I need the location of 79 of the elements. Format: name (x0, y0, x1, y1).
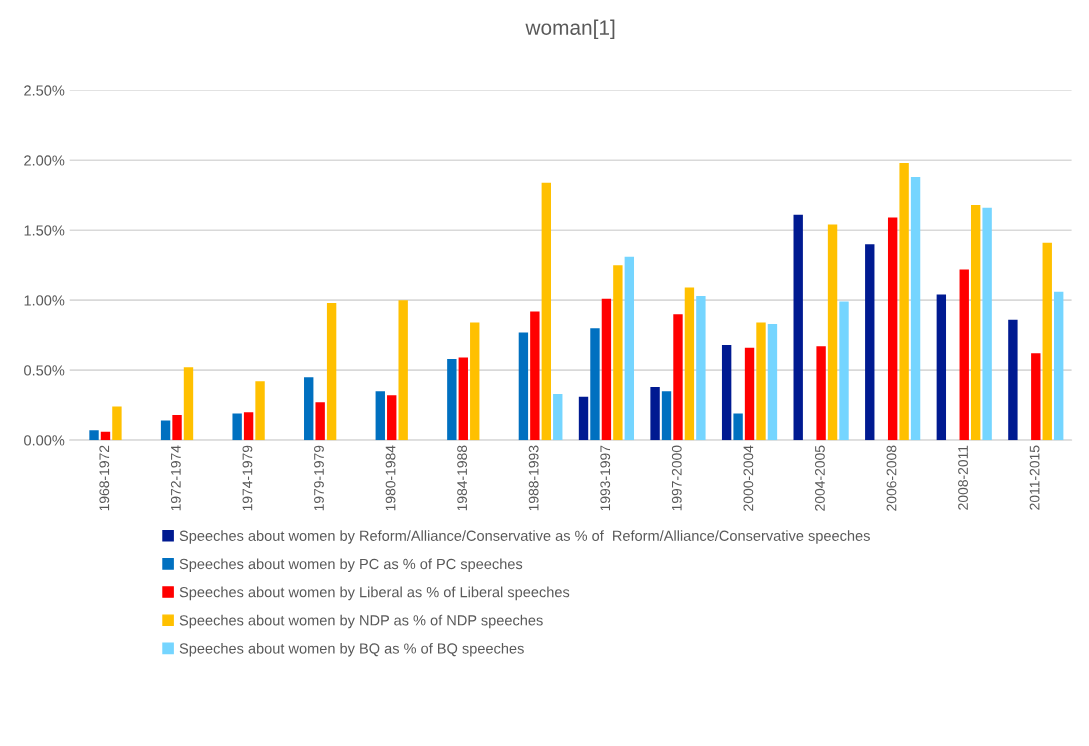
bar (447, 358, 457, 441)
bar (744, 347, 755, 441)
x-tick-label: 1972-1974 (170, 445, 181, 511)
x-tick-label: 1980-1984 (385, 445, 396, 511)
bar (684, 287, 695, 441)
x-tick-label: 2008-2011 (958, 445, 968, 510)
legend-label: Speeches about women by NDP as % of NDP speeches (179, 614, 543, 629)
bar (970, 205, 981, 441)
bar (733, 413, 743, 441)
bar (578, 396, 589, 441)
chart-title: woman[1] (525, 19, 615, 40)
bar (590, 328, 600, 441)
bar (959, 269, 969, 441)
y-tick-label: 2.50% (24, 85, 65, 96)
bar (518, 332, 529, 441)
bar (839, 301, 849, 441)
bar (910, 177, 921, 441)
bar (375, 391, 385, 441)
bar (315, 402, 325, 441)
x-tick-label: 2000-2004 (743, 445, 754, 511)
x-tick-label: 1968-1972 (99, 445, 110, 511)
legend-label: Speeches about women by Liberal as % of Liberal speeches (179, 586, 570, 601)
bar (398, 300, 408, 441)
bar (982, 207, 992, 441)
bar (232, 413, 242, 441)
x-tick-label: 2011-2015 (1029, 445, 1040, 510)
bar (326, 302, 337, 441)
bar (865, 244, 875, 441)
x-tick-label: 1979-1979 (314, 445, 324, 511)
y-tick-label: 1.50% (24, 225, 65, 236)
y-tick-label: 0.50% (24, 365, 65, 376)
bar (721, 344, 732, 441)
bar (304, 377, 314, 441)
y-tick-label: 1.00% (24, 295, 65, 306)
bar (887, 217, 898, 441)
legend-label: Speeches about women by PC as % of PC speeches (179, 558, 523, 573)
legend-label: Speeches about women by BQ as % of BQ speeches (179, 642, 524, 657)
bar (100, 431, 111, 441)
bar (172, 414, 182, 441)
bar (183, 367, 194, 441)
bar (1054, 291, 1064, 441)
x-tick-label: 1993-1997 (600, 445, 611, 511)
bar (793, 214, 803, 441)
bar (89, 430, 99, 441)
legend-label: Speeches about women by Reform/Alliance/Conservative as % of Reform/Alliance/Conservative speeches (179, 530, 870, 544)
bar (661, 391, 672, 441)
x-tick-label: 1997-2000 (671, 445, 682, 511)
bar (112, 406, 122, 441)
bar (899, 163, 909, 441)
bar (936, 294, 947, 441)
y-tick-label: 0.00% (24, 435, 65, 446)
bar (673, 314, 683, 441)
bar (767, 323, 778, 441)
bar (530, 311, 540, 441)
bar (816, 346, 826, 441)
x-tick-label: 1988-1993 (528, 445, 539, 511)
bar (1042, 242, 1052, 441)
bar (243, 412, 254, 441)
bar (601, 298, 612, 441)
bar (387, 395, 397, 441)
bar (1031, 353, 1041, 441)
bar (1008, 319, 1018, 441)
bar (696, 295, 706, 441)
bar (255, 381, 265, 441)
bar (650, 386, 660, 441)
x-tick-label: 2004-2005 (815, 445, 825, 511)
bar (553, 393, 563, 441)
bar (827, 224, 838, 441)
bar (470, 322, 480, 441)
x-tick-label: 2006-2008 (886, 445, 897, 511)
bar (624, 256, 635, 441)
x-tick-label: 1984-1988 (457, 445, 468, 511)
bar (756, 322, 766, 441)
bar (458, 357, 468, 441)
y-tick-label: 2.00% (24, 155, 65, 166)
bar (160, 420, 171, 441)
x-tick-label: 1974-1979 (242, 445, 253, 511)
bar (613, 265, 623, 441)
bar (541, 182, 551, 441)
